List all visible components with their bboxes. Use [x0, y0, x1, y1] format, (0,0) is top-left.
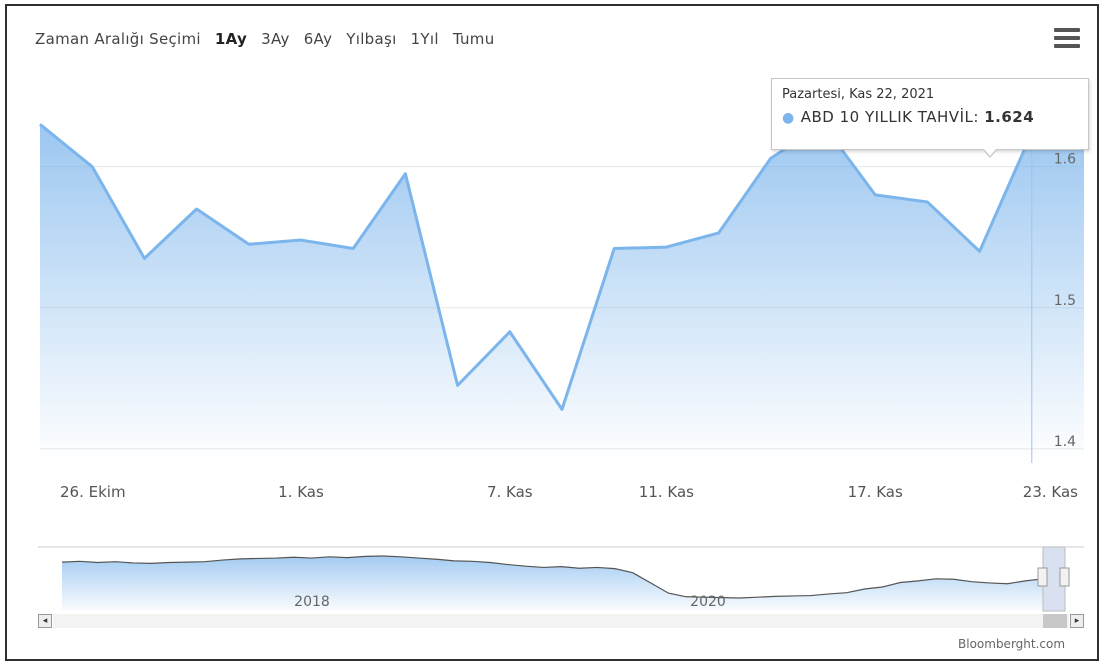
tooltip: Pazartesi, Kas 22, 2021 ● ABD 10 YILLIK T…: [771, 78, 1089, 150]
series-dot-icon: ●: [782, 110, 795, 126]
credits-link[interactable]: Bloomberght.com: [958, 637, 1066, 651]
range-button-1ay[interactable]: 1Ay: [214, 30, 248, 48]
range-selector: Zaman Aralığı Seçimi 1Ay 3Ay 6Ay Yılbaşı…: [35, 28, 509, 50]
hamburger-menu-icon[interactable]: [1054, 28, 1080, 50]
scroll-right-arrow-icon[interactable]: ▸: [1070, 614, 1084, 628]
range-button-6ay[interactable]: 6Ay: [303, 30, 333, 48]
tooltip-series-label: ABD 10 YILLIK TAHVİL:: [800, 108, 979, 126]
scrollbar-track[interactable]: [53, 614, 1069, 628]
range-button-3ay[interactable]: 3Ay: [261, 30, 290, 48]
range-selector-label: Zaman Aralığı Seçimi: [35, 30, 201, 48]
scroll-left-arrow-icon[interactable]: ◂: [38, 614, 52, 628]
range-button-yilbasi[interactable]: Yılbaşı: [346, 30, 397, 48]
range-button-1yil[interactable]: 1Yıl: [410, 30, 439, 48]
tooltip-date: Pazartesi, Kas 22, 2021: [782, 87, 935, 102]
scrollbar-thumb[interactable]: [1043, 614, 1067, 628]
range-button-tumu[interactable]: Tumu: [452, 30, 495, 48]
tooltip-pointer: [982, 148, 998, 158]
tooltip-value: 1.624: [984, 108, 1035, 126]
